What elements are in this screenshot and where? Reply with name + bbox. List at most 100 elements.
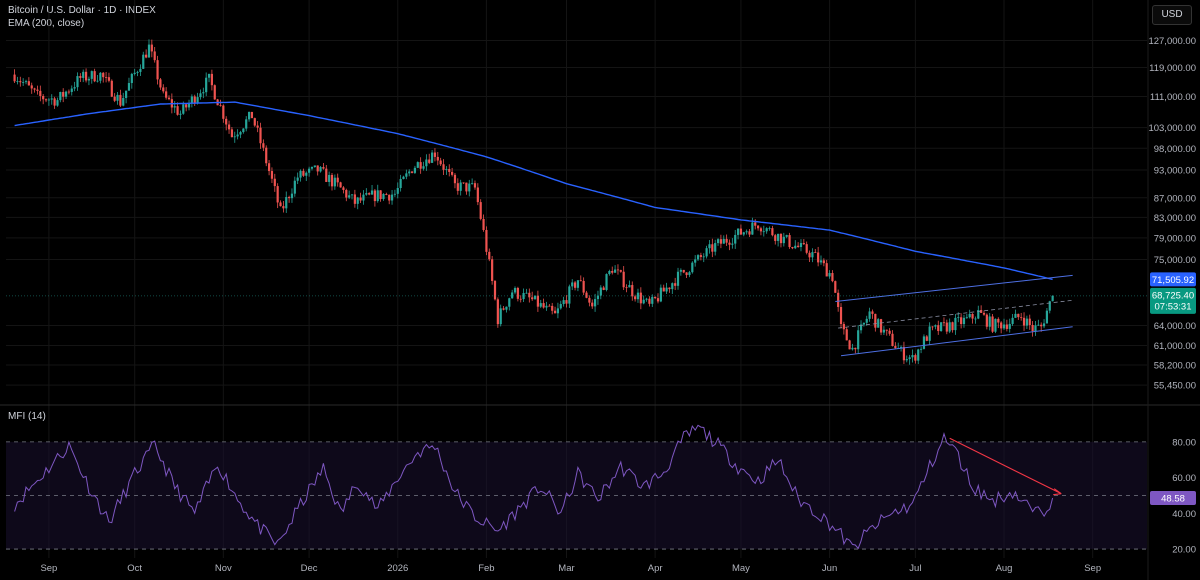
candle-body bbox=[393, 193, 397, 195]
x-tick-label: Sep bbox=[1084, 563, 1101, 574]
ema-value-label: 71,505.92 bbox=[1152, 275, 1194, 286]
candle-body bbox=[276, 186, 279, 203]
candle-body bbox=[390, 194, 394, 201]
candle-body bbox=[239, 132, 242, 135]
candle-body bbox=[22, 82, 25, 83]
currency-button[interactable]: USD bbox=[1152, 5, 1192, 25]
candle-body bbox=[210, 73, 213, 86]
candle-body bbox=[267, 163, 271, 172]
candle-body bbox=[42, 95, 45, 100]
candle-body bbox=[122, 97, 125, 106]
candle-body bbox=[59, 92, 62, 101]
candle-body bbox=[814, 252, 817, 253]
candle-body bbox=[674, 283, 677, 286]
candle-body bbox=[453, 174, 457, 184]
candle-body bbox=[430, 152, 434, 163]
candle-body bbox=[522, 292, 525, 300]
candle-body bbox=[585, 292, 588, 298]
candle-body bbox=[1000, 322, 1003, 329]
candle-body bbox=[616, 269, 620, 271]
candle-body bbox=[539, 303, 542, 307]
candle-body bbox=[742, 232, 745, 235]
candle-body bbox=[582, 280, 585, 293]
candle-body bbox=[471, 183, 474, 184]
candle-body bbox=[722, 238, 725, 244]
x-tick-label: Jun bbox=[822, 563, 837, 574]
candle-body bbox=[1051, 295, 1054, 302]
candle-body bbox=[230, 129, 234, 138]
candle-body bbox=[113, 96, 116, 101]
candle-body bbox=[1011, 317, 1014, 324]
candle-body bbox=[1045, 310, 1049, 324]
candle-body bbox=[751, 222, 754, 235]
candle-body bbox=[817, 252, 820, 263]
candle-body bbox=[1022, 317, 1026, 326]
candle-body bbox=[482, 218, 485, 230]
candle-body bbox=[282, 206, 285, 209]
candle-body bbox=[422, 166, 425, 169]
candle-body bbox=[882, 329, 886, 333]
candle-body bbox=[962, 317, 966, 325]
candle-body bbox=[16, 81, 19, 82]
x-tick-label: Dec bbox=[301, 563, 318, 574]
y-tick-label: 55,450.00 bbox=[1154, 381, 1196, 392]
candle-body bbox=[388, 194, 391, 201]
candle-body bbox=[13, 74, 16, 82]
candle-body bbox=[302, 170, 305, 176]
candle-body bbox=[493, 280, 497, 300]
candle-body bbox=[619, 270, 622, 272]
candle-body bbox=[76, 76, 79, 88]
candle-body bbox=[348, 195, 351, 198]
channel-mid-line bbox=[838, 299, 1073, 329]
candle-body bbox=[199, 93, 202, 98]
candle-body bbox=[339, 182, 342, 188]
candle-body bbox=[428, 159, 431, 163]
candle-body bbox=[488, 251, 491, 260]
candle-body bbox=[408, 171, 411, 174]
y-tick-label: 103,000.00 bbox=[1148, 123, 1196, 134]
candle-body bbox=[333, 177, 336, 187]
candle-body bbox=[665, 287, 668, 292]
y-tick-label: 83,000.00 bbox=[1154, 213, 1196, 224]
candle-body bbox=[125, 90, 128, 98]
candle-body bbox=[828, 273, 831, 277]
candle-body bbox=[365, 193, 368, 195]
mfi-tick-label: 20.00 bbox=[1172, 545, 1196, 556]
mfi-value-label: 48.58 bbox=[1161, 494, 1185, 505]
mfi-divergence-line bbox=[949, 437, 1062, 495]
candle-body bbox=[119, 94, 122, 106]
candle-body bbox=[868, 311, 871, 319]
candle-body bbox=[350, 194, 354, 196]
candle-body bbox=[491, 259, 494, 281]
candle-body bbox=[325, 168, 328, 182]
candle-body bbox=[533, 295, 537, 300]
candle-body bbox=[694, 259, 697, 263]
candle-body bbox=[736, 228, 740, 235]
candle-body bbox=[957, 317, 960, 319]
candle-body bbox=[1037, 324, 1040, 326]
countdown-label: 07:53:31 bbox=[1155, 301, 1192, 312]
candle-body bbox=[196, 97, 199, 103]
candle-body bbox=[654, 296, 657, 299]
candle-body bbox=[591, 302, 594, 307]
candle-body bbox=[479, 202, 482, 219]
candle-body bbox=[682, 269, 685, 273]
candle-body bbox=[671, 283, 674, 290]
candle-body bbox=[791, 247, 794, 249]
candle-body bbox=[193, 96, 196, 103]
candle-body bbox=[465, 182, 468, 192]
candle-body bbox=[651, 296, 654, 304]
candle-body bbox=[525, 292, 528, 294]
candle-body bbox=[159, 79, 162, 88]
candle-body bbox=[502, 308, 505, 310]
candle-body bbox=[799, 243, 803, 248]
candle-body bbox=[47, 99, 50, 101]
candle-body bbox=[385, 194, 388, 195]
candles-group bbox=[13, 39, 1054, 365]
candle-body bbox=[839, 307, 843, 325]
candle-body bbox=[419, 162, 422, 169]
candle-body bbox=[505, 306, 508, 310]
candle-body bbox=[734, 234, 737, 244]
candle-body bbox=[914, 355, 917, 361]
